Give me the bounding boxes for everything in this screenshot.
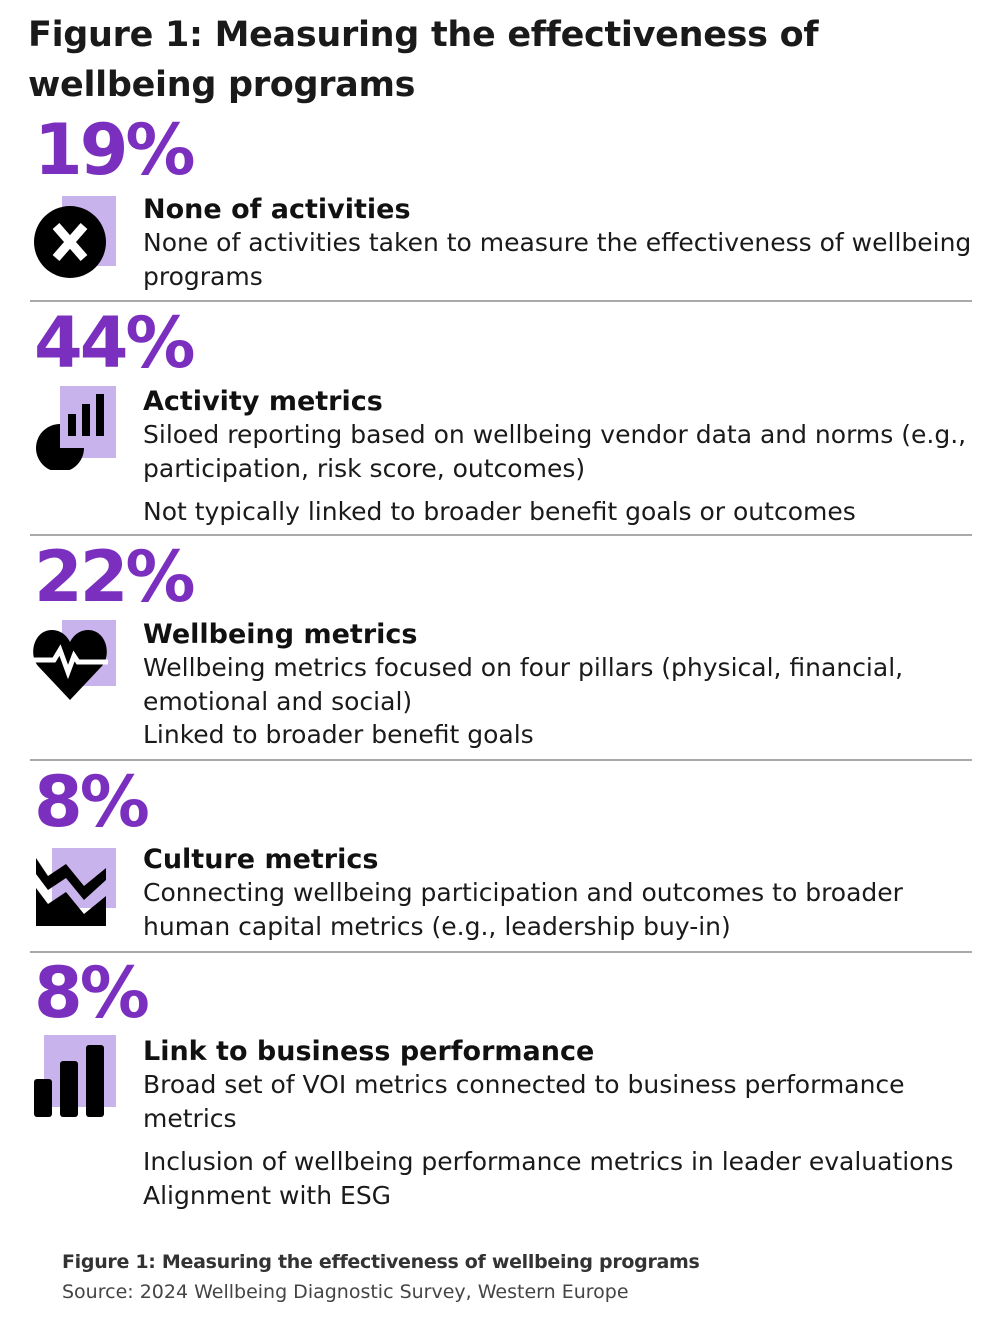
section-heading: Wellbeing metrics (143, 619, 418, 650)
section-note: Alignment with ESG (143, 1180, 392, 1210)
percent-value: 44% (34, 302, 196, 384)
section-divider (30, 300, 972, 302)
section-description: None of activities taken to measure the … (143, 228, 972, 291)
section-description: Siloed reporting based on wellbeing vend… (143, 420, 967, 483)
percent-value: 22% (34, 536, 196, 618)
pie-bar-chart-icon (32, 386, 116, 470)
section-description: Broad set of VOI metrics connected to bu… (143, 1070, 905, 1133)
bar-chart-icon (32, 1035, 116, 1119)
section-divider (30, 534, 972, 536)
figure-source: Source: 2024 Wellbeing Diagnostic Survey… (62, 1281, 629, 1303)
figure-caption: Figure 1: Measuring the effectiveness of… (62, 1251, 700, 1273)
section-heading: None of activities (143, 194, 411, 225)
section-heading: Activity metrics (143, 386, 383, 417)
area-chart-icon (32, 848, 116, 932)
section-note: Linked to broader benefit goals (143, 720, 534, 749)
section-divider (30, 951, 972, 953)
section-note: Not typically linked to broader benefit … (143, 497, 856, 526)
section-heading: Link to business performance (143, 1036, 595, 1067)
x-circle-icon (32, 196, 116, 280)
section-description: Wellbeing metrics focused on four pillar… (143, 653, 904, 716)
percent-value: 8% (34, 761, 150, 843)
section-heading: Culture metrics (143, 844, 379, 875)
percent-value: 8% (34, 952, 150, 1034)
section-note: Inclusion of wellbeing performance metri… (143, 1147, 954, 1176)
section-divider (30, 759, 972, 761)
percent-value: 19% (34, 109, 196, 191)
heartbeat-icon (32, 620, 116, 704)
section-description: Connecting wellbeing participation and o… (143, 878, 903, 941)
page-title: Figure 1: Measuring the effectiveness of… (28, 15, 819, 105)
